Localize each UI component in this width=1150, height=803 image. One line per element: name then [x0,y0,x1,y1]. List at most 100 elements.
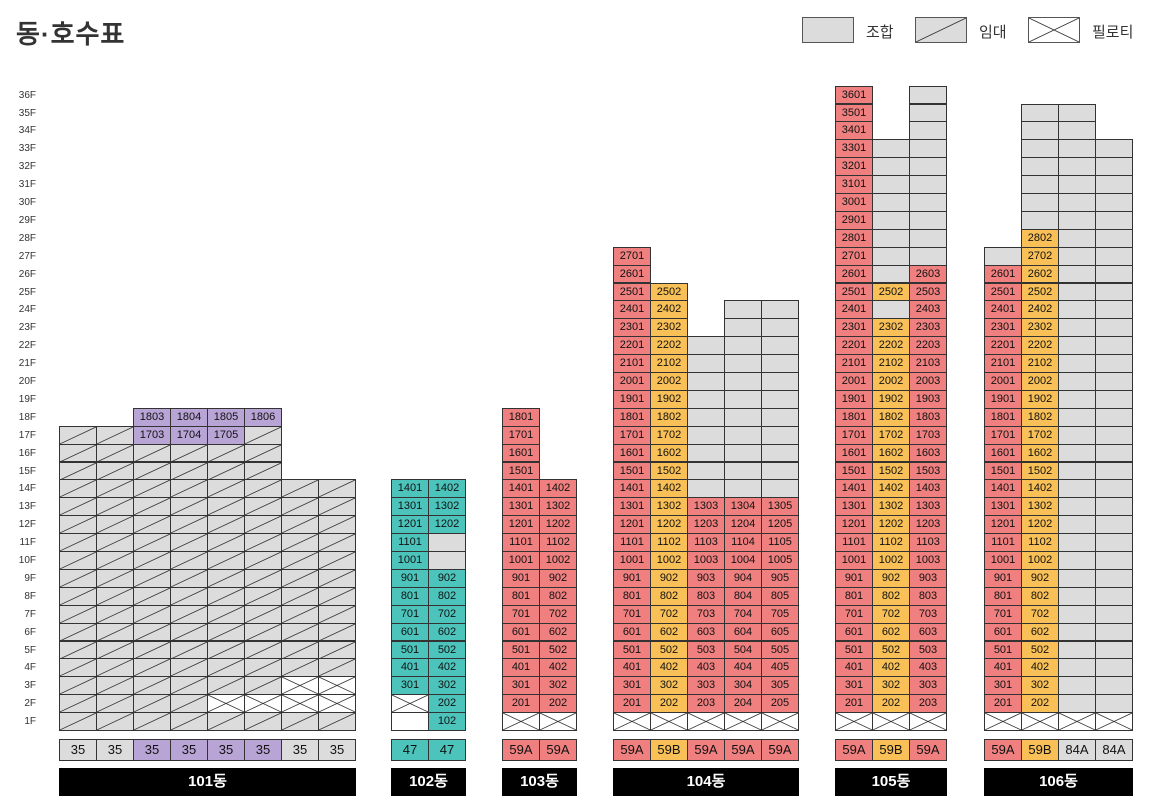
unit-cell: 1303 [687,497,725,517]
unit-cell: 1005 [761,551,799,570]
union-cell [872,228,910,248]
rental-cell [59,586,97,606]
union-cell [761,479,799,499]
rental-cell [96,586,134,606]
unit-cell: 402 [539,658,577,678]
floor-label: 32F [18,161,36,173]
unit-cell: 1001 [835,551,873,570]
rental-cell [207,497,245,517]
unit-type-label: 35 [96,739,134,761]
unit-type-label: 35 [207,739,245,761]
unit-cell: 402 [650,658,688,678]
unit-cell: 1902 [650,389,688,409]
unit-cell: 2503 [909,282,947,302]
rental-cell [133,551,171,570]
unit-cell: 402 [428,658,466,678]
rental-cell [244,497,282,517]
rental-cell [96,425,134,445]
union-cell [1058,318,1096,338]
unit-cell: 901 [502,568,540,588]
legend-label-rental: 임대 [979,24,1007,41]
unit-cell: 1806 [244,407,282,427]
union-cell [909,210,947,230]
unit-cell: 704 [724,604,762,624]
rental-cell [170,622,208,642]
unit-cell: 1402 [539,479,577,499]
rental-cell [170,533,208,552]
union-cell [1058,515,1096,535]
unit-cell: 301 [502,676,540,696]
rental-cell [133,479,171,499]
unit-cell: 1101 [391,533,429,552]
building-label: 102동 [391,768,466,796]
unit-cell: 1205 [761,515,799,535]
rental-cell [59,479,97,499]
union-cell [1095,139,1133,159]
unit-cell: 1502 [872,461,910,481]
rental-cell [59,497,97,517]
unit-cell: 501 [835,640,873,660]
piloti-cell [318,676,356,696]
union-cell [1095,157,1133,177]
union-cell [1095,300,1133,320]
unit-cell: 502 [428,640,466,660]
unit-cell: 1803 [909,407,947,427]
piloti-cell [872,712,910,731]
unit-cell: 703 [909,604,947,624]
rental-cell [133,443,171,463]
rental-cell [244,622,282,642]
unit-cell: 1301 [835,497,873,517]
unit-cell: 1701 [613,425,651,445]
unit-cell: 202 [428,694,466,714]
union-cell [687,425,725,445]
unit-cell: 1802 [650,407,688,427]
legend-swatch-gray-icon [802,17,854,43]
unit-cell: 2202 [650,336,688,356]
unit-cell: 1702 [1021,425,1059,445]
union-cell [724,479,762,499]
unit-cell: 402 [1021,658,1059,678]
union-cell [1058,676,1096,696]
unit-cell: 2701 [835,246,873,266]
rental-cell [281,568,319,588]
unit-cell: 301 [391,676,429,696]
unit-cell: 201 [984,694,1022,714]
unit-cell: 601 [502,622,540,642]
rental-cell [170,694,208,714]
unit-cell: 1201 [391,515,429,535]
rental-cell [96,551,134,570]
unit-cell: 605 [761,622,799,642]
unit-cell: 2401 [835,300,873,320]
unit-cell: 1202 [428,515,466,535]
union-cell [1058,372,1096,391]
rental-cell [318,622,356,642]
unit-type-label: 35 [133,739,171,761]
unit-cell: 1102 [1021,533,1059,552]
unit-cell: 1103 [909,533,947,552]
rental-cell [244,551,282,570]
unit-cell: 1801 [835,407,873,427]
unit-cell: 2103 [909,354,947,373]
union-cell [909,121,947,141]
unit-cell: 404 [724,658,762,678]
rental-cell [244,533,282,552]
union-cell [1058,300,1096,320]
floor-label: 30F [18,197,36,208]
rental-cell [133,658,171,678]
unit-cell: 1402 [650,479,688,499]
rental-cell [133,533,171,552]
rental-cell [244,712,282,731]
union-cell [1095,175,1133,194]
unit-cell: 805 [761,586,799,606]
unit-cell: 802 [1021,586,1059,606]
unit-cell: 502 [1021,640,1059,660]
rental-cell [281,658,319,678]
union-cell [1095,533,1133,552]
rental-cell [318,658,356,678]
building-label: 104동 [613,768,799,796]
floor-label: 17F [18,429,36,441]
unit-cell: 1101 [502,533,540,552]
unit-cell: 1101 [835,533,873,552]
rental-cell [207,568,245,588]
unit-cell: 205 [761,694,799,714]
